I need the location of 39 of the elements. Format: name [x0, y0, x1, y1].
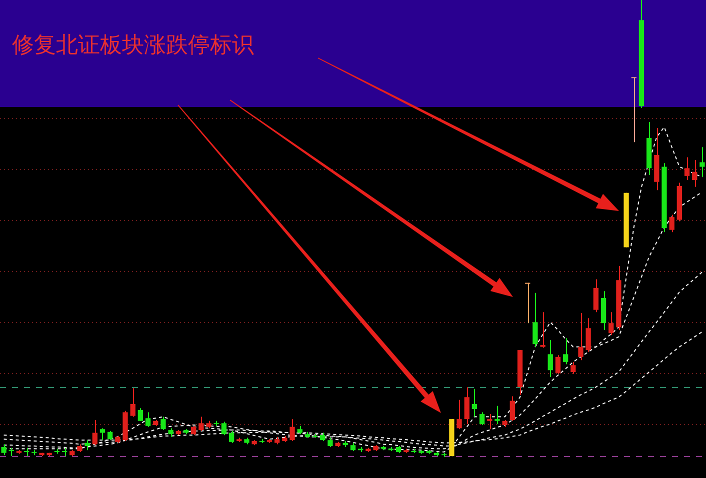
candlestick	[456, 399, 462, 430]
candlestick	[525, 282, 530, 324]
candlestick	[1, 444, 6, 456]
candlestick	[570, 361, 576, 374]
candlestick	[145, 412, 151, 428]
candlestick	[631, 76, 636, 143]
candlestick	[669, 214, 674, 233]
candlestick	[684, 156, 690, 181]
candlestick	[84, 440, 90, 451]
candlestick	[198, 416, 204, 432]
candlestick	[494, 405, 500, 425]
candlestick	[464, 386, 470, 425]
candlestick	[472, 388, 478, 418]
candlestick	[221, 421, 227, 436]
candlestick	[532, 292, 538, 348]
candlestick	[191, 425, 196, 436]
candlestick	[562, 338, 568, 365]
candlestick	[479, 412, 485, 426]
candlestick	[228, 430, 234, 444]
candlestick	[160, 416, 166, 431]
candlestick	[586, 318, 591, 352]
candlestick	[608, 312, 614, 336]
candlestick	[100, 428, 106, 441]
candlestick	[92, 419, 98, 446]
candlestick	[548, 340, 553, 378]
text: 修复北证板块涨跌停标识	[12, 32, 254, 60]
candlestick	[328, 437, 333, 448]
candlestick	[290, 418, 295, 442]
candlestick	[487, 414, 492, 430]
candlestick	[555, 354, 561, 374]
candlestick	[593, 278, 599, 313]
candlestick	[510, 396, 515, 422]
candlestick	[107, 430, 113, 441]
candlestick	[138, 408, 144, 422]
candlestick	[540, 312, 546, 348]
candlestick	[578, 312, 584, 361]
candlestick	[692, 159, 698, 188]
candlestick	[700, 146, 705, 178]
candlestick	[130, 387, 136, 418]
